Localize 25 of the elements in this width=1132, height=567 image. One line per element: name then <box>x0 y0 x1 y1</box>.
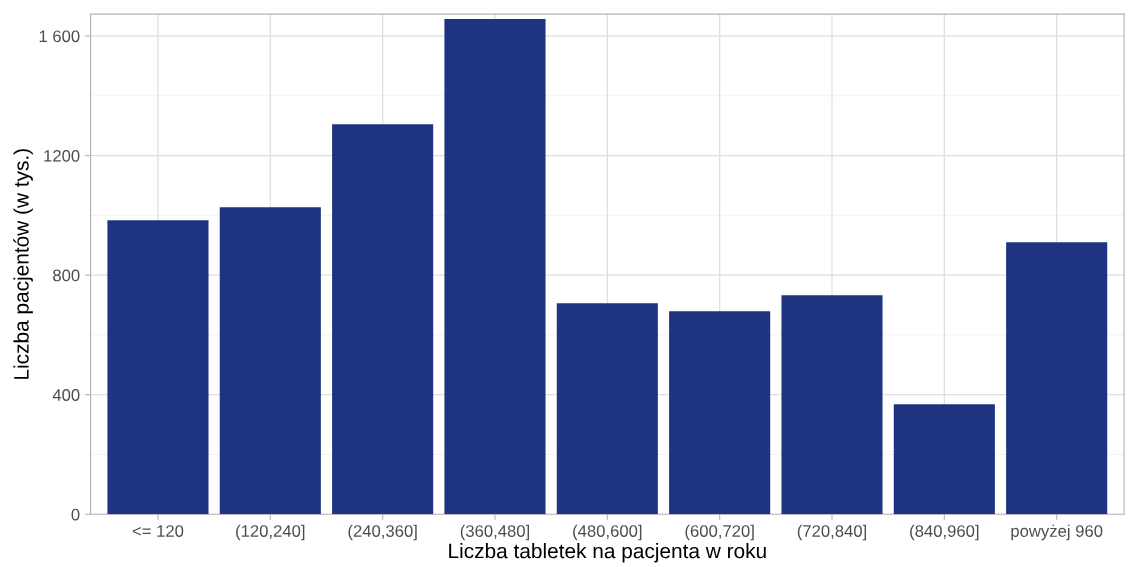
y-axis-title: Liczba pacjentów (w tys.) <box>13 149 33 379</box>
y-tick-label: 1200 <box>44 149 80 162</box>
bar <box>107 220 209 515</box>
x-axis-title: Liczba tabletek na pacjenta w roku <box>449 543 766 563</box>
bar <box>669 311 771 515</box>
bar <box>556 303 658 515</box>
x-tick-label: (240,360] <box>348 524 417 541</box>
bar <box>1006 242 1108 515</box>
x-tick-label: (600,720] <box>685 524 754 541</box>
bar <box>893 404 995 515</box>
bar <box>781 295 883 515</box>
y-tick-label: 0 <box>71 508 80 521</box>
y-tick-label: 400 <box>52 389 80 401</box>
x-tick-label: powyżej 960 <box>1011 524 1103 541</box>
x-tick-label: (840,960] <box>910 524 979 541</box>
x-tick-label: (120,240] <box>236 524 305 541</box>
bar <box>444 18 546 515</box>
y-tick-label: 1 600 <box>39 30 80 43</box>
bar <box>332 124 434 515</box>
y-tick-label: 800 <box>53 269 80 282</box>
x-tick-label: (360,480] <box>460 524 530 541</box>
x-tick-label: <= 120 <box>132 525 184 537</box>
x-tick-label: (720,840] <box>797 524 867 541</box>
x-tick-label: (480,600] <box>573 524 642 541</box>
bar <box>219 207 321 515</box>
